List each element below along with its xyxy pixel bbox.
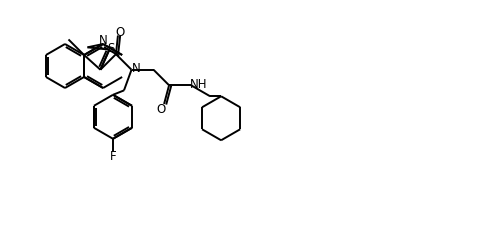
Text: O: O bbox=[115, 26, 124, 39]
Text: S: S bbox=[107, 42, 115, 55]
Text: NH: NH bbox=[190, 77, 208, 90]
Text: O: O bbox=[157, 103, 166, 116]
Text: F: F bbox=[110, 150, 116, 163]
Text: N: N bbox=[132, 62, 141, 75]
Text: N: N bbox=[99, 33, 107, 46]
